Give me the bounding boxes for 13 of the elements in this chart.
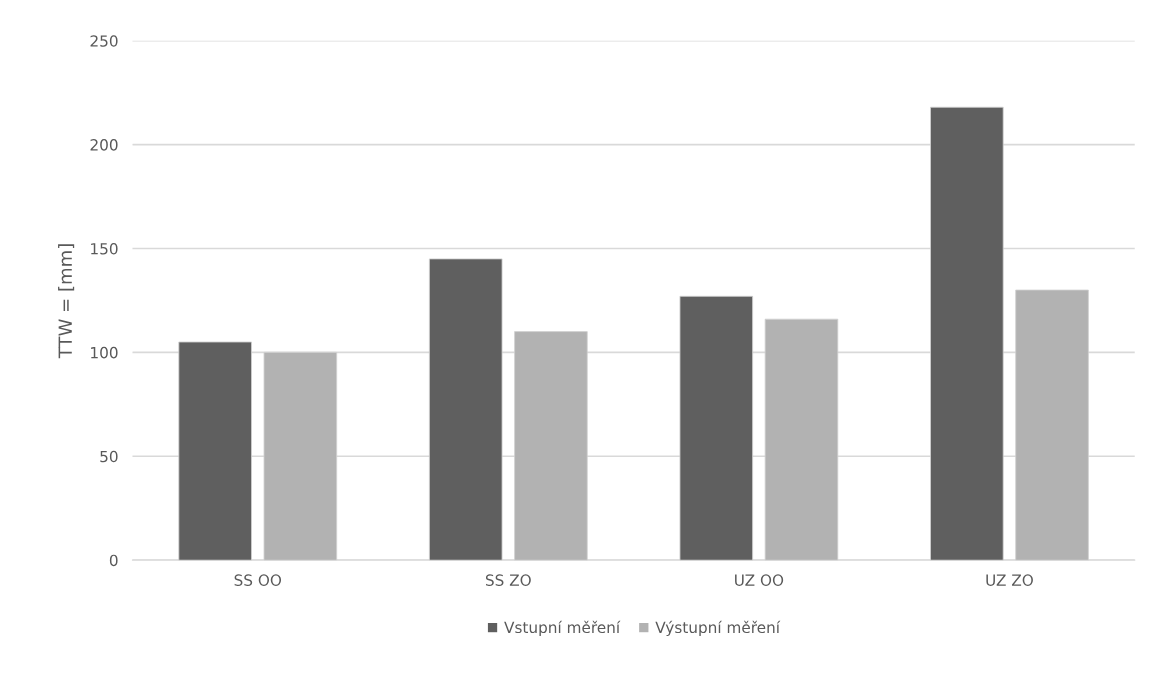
y-tick-label: 100 — [91, 346, 118, 359]
y-axis-title: TTW = [mm] — [58, 244, 75, 359]
legend-label: Vstupní měření — [504, 620, 621, 637]
x-tick-label: UZ ZO — [986, 574, 1033, 586]
y-tick-label: 0 — [109, 554, 118, 567]
x-tick-label: UZ OO — [735, 574, 784, 586]
y-tick-label: 50 — [100, 450, 118, 463]
y-tick-label: 150 — [91, 242, 118, 255]
legend-label: Výstupní měření — [655, 620, 781, 637]
y-tick-label: 250 — [90, 35, 118, 47]
y-tick-label: 200 — [90, 139, 118, 151]
x-tick-label: SS ZO — [485, 574, 531, 586]
x-tick-label: SS OO — [234, 574, 282, 586]
